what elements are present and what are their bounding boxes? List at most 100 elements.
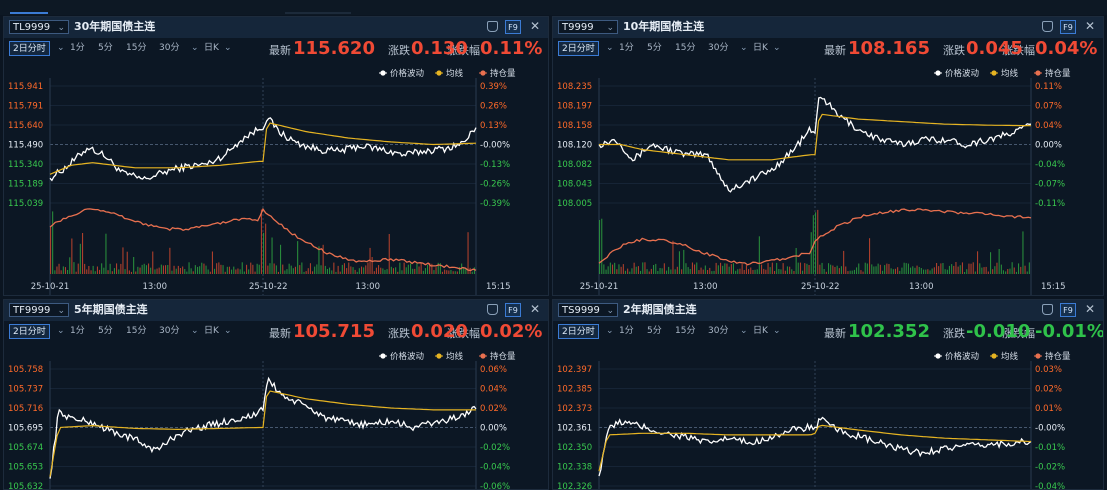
close-icon[interactable]: ✕ bbox=[529, 302, 540, 316]
timeframe-tab[interactable]: 1分 bbox=[70, 43, 85, 53]
volume-bar bbox=[629, 271, 631, 274]
y-tick-label: 105.758 bbox=[8, 365, 43, 375]
volume-bar bbox=[1000, 264, 1002, 274]
volume-bar bbox=[961, 262, 963, 274]
timeframe-tab[interactable]: 30分 bbox=[708, 43, 729, 53]
change-pct-value: 0.11% bbox=[480, 38, 543, 59]
change-pct-value: 0.04% bbox=[1035, 38, 1098, 59]
volume-bar bbox=[815, 212, 817, 274]
f9-icon[interactable]: F9 bbox=[1060, 20, 1076, 34]
volume-bar bbox=[207, 269, 209, 274]
volume-bar bbox=[614, 262, 616, 274]
change-pct-value: 0.02% bbox=[480, 321, 543, 342]
volume-bar bbox=[849, 270, 851, 274]
volume-bar bbox=[292, 268, 294, 274]
volume-bar bbox=[601, 218, 603, 274]
y-tick-label: 115.941 bbox=[8, 82, 43, 92]
timeframe-tab[interactable]: 5分 bbox=[98, 326, 113, 336]
alert-icon[interactable] bbox=[1042, 21, 1053, 32]
latest-label: 最新 bbox=[269, 44, 291, 57]
timeframe-tab[interactable]: 1分 bbox=[619, 326, 634, 336]
timeframe-tab[interactable]: 30分 bbox=[159, 43, 180, 53]
volume-bar bbox=[418, 266, 420, 274]
timeframe-tab[interactable]: 30分 bbox=[159, 326, 180, 336]
volume-bar bbox=[179, 268, 181, 274]
alert-icon[interactable] bbox=[487, 21, 498, 32]
volume-bar bbox=[90, 270, 92, 274]
close-icon[interactable]: ✕ bbox=[1084, 19, 1095, 33]
volume-bar bbox=[720, 262, 722, 274]
contract-selector[interactable]: TS9999 ⌄ bbox=[558, 303, 618, 317]
timeframe-tab[interactable]: 2日分时 bbox=[9, 324, 50, 339]
volume-bar bbox=[401, 270, 403, 274]
volume-bar bbox=[931, 268, 933, 274]
volume-bar bbox=[979, 263, 981, 274]
volume-bar bbox=[938, 266, 940, 274]
panel-title-bar: TL9999 ⌄ 30年期国债主连 F9 ✕ bbox=[4, 17, 548, 38]
f9-icon[interactable]: F9 bbox=[1060, 303, 1076, 317]
active-tab-underline bbox=[10, 12, 48, 14]
volume-bar bbox=[925, 269, 927, 274]
pct-tick-label: 0.02% bbox=[1035, 385, 1062, 395]
timeframe-tab[interactable]: 2日分时 bbox=[558, 41, 599, 56]
alert-icon[interactable] bbox=[1042, 304, 1053, 315]
timeframe-tab[interactable]: 2日分时 bbox=[9, 41, 50, 56]
timeframe-tab[interactable]: 日K bbox=[753, 326, 768, 336]
timeframe-tab[interactable]: 5分 bbox=[98, 43, 113, 53]
timeframe-tab[interactable]: 15分 bbox=[675, 326, 696, 336]
timeframe-tab[interactable]: 5分 bbox=[647, 43, 662, 53]
volume-bar bbox=[795, 248, 797, 274]
volume-bar bbox=[139, 267, 141, 274]
volume-bar bbox=[884, 265, 886, 274]
timeframe-tab[interactable]: 5分 bbox=[647, 326, 662, 336]
contract-selector[interactable]: TL9999 ⌄ bbox=[9, 20, 69, 34]
volume-bar bbox=[388, 234, 390, 274]
volume-bar bbox=[819, 264, 821, 274]
close-icon[interactable]: ✕ bbox=[529, 19, 540, 33]
f9-icon[interactable]: F9 bbox=[505, 303, 521, 317]
timeframe-tab[interactable]: 2日分时 bbox=[558, 324, 599, 339]
volume-bar bbox=[67, 270, 69, 274]
volume-bar bbox=[983, 267, 985, 274]
volume-bar bbox=[713, 270, 715, 274]
pct-tick-label: 0.06% bbox=[480, 365, 507, 375]
legend-avg: 均线 bbox=[446, 351, 464, 362]
timeframe-tab[interactable]: 1分 bbox=[619, 43, 634, 53]
change-pct-label: 涨跌幅 bbox=[447, 44, 480, 57]
volume-bar bbox=[241, 262, 243, 274]
timeframe-tab[interactable]: 日K bbox=[204, 43, 219, 53]
timeframe-tab[interactable]: 15分 bbox=[126, 326, 147, 336]
contract-selector[interactable]: T9999 ⌄ bbox=[558, 20, 618, 34]
volume-bar bbox=[657, 271, 659, 274]
top-tab-strip bbox=[0, 0, 1107, 15]
timeframe-tab[interactable]: 日K bbox=[204, 326, 219, 336]
volume-bar bbox=[687, 267, 689, 274]
timeframe-tab[interactable]: 日K bbox=[753, 43, 768, 53]
f9-icon[interactable]: F9 bbox=[505, 20, 521, 34]
volume-bar bbox=[103, 267, 105, 274]
volume-bar bbox=[681, 269, 683, 274]
timeframe-tab[interactable]: 1分 bbox=[70, 326, 85, 336]
volume-bar bbox=[711, 271, 713, 274]
volume-bar bbox=[1011, 262, 1013, 274]
tab-underline bbox=[285, 12, 351, 14]
alert-icon[interactable] bbox=[487, 304, 498, 315]
chevron-down-icon: ⌄ bbox=[57, 43, 65, 53]
y-tick-label: 115.189 bbox=[8, 180, 43, 190]
volume-bar bbox=[141, 264, 143, 274]
volume-bar bbox=[331, 270, 333, 274]
volume-bar bbox=[459, 267, 461, 274]
volume-bar bbox=[190, 268, 192, 274]
change-value: -0.010 bbox=[966, 321, 1031, 342]
pct-tick-label: -0.07% bbox=[1035, 180, 1065, 190]
timeframe-tab[interactable]: 15分 bbox=[675, 43, 696, 53]
volume-bar bbox=[473, 267, 475, 274]
contract-selector[interactable]: TF9999 ⌄ bbox=[9, 303, 69, 317]
close-icon[interactable]: ✕ bbox=[1084, 302, 1095, 316]
pct-tick-label: 0.04% bbox=[1035, 121, 1062, 131]
volume-bar bbox=[188, 262, 190, 274]
volume-bar bbox=[972, 262, 974, 274]
timeframe-tab[interactable]: 30分 bbox=[708, 326, 729, 336]
y-tick-label: 115.490 bbox=[8, 141, 43, 151]
timeframe-tab[interactable]: 15分 bbox=[126, 43, 147, 53]
